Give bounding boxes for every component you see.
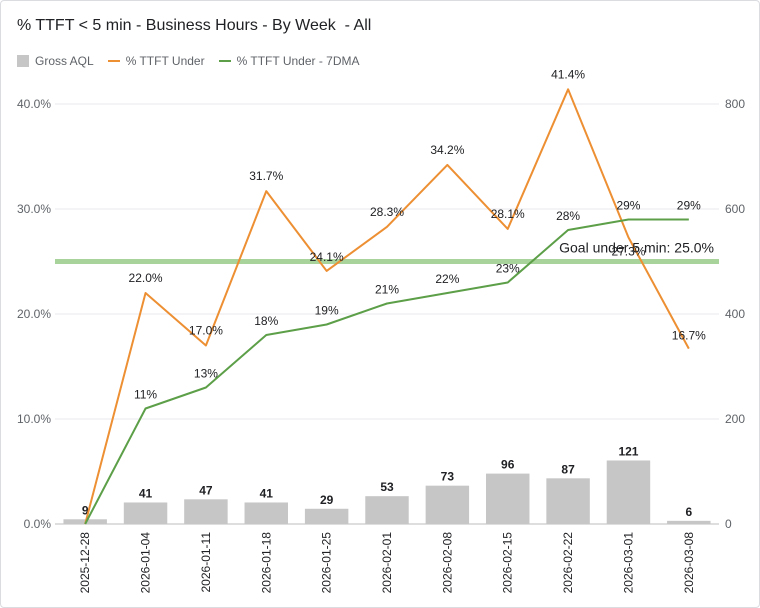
line-data-label-ttft-under: 22.0% [129,271,163,285]
right-axis-tick-label: 400 [725,307,745,321]
bar-data-label: 41 [139,486,153,500]
bar-data-label: 9 [82,503,89,517]
legend-label-ttft-7dma: % TTFT Under - 7DMA [236,54,360,68]
bar-gross-aql [123,502,168,524]
right-axis-tick-label: 600 [725,202,745,216]
x-axis-tick-label: 2026-01-11 [199,532,213,593]
legend-swatch-line1 [107,60,120,62]
line-data-label-ttft-under: 28.1% [491,207,525,221]
chart-title: % TTFT < 5 min - Business Hours - By Wee… [17,17,372,34]
line-data-label-ttft-under: 28.3% [370,205,404,219]
x-axis-tick-label: 2026-02-08 [440,532,454,594]
line-data-label-ttft-7dma: 21% [375,283,399,297]
bar-data-label: 6 [685,505,692,519]
bar-gross-aql [485,473,530,524]
line-data-label-ttft-under: 31.7% [249,169,283,183]
line-data-label-ttft-7dma: 22% [435,272,459,286]
bar-gross-aql [304,508,349,524]
bar-gross-aql [425,485,470,524]
legend-item-gross-aql[interactable]: Gross AQL [17,54,94,68]
line-data-label-ttft-under: 27.3% [611,244,645,258]
x-axis-tick-label: 2026-02-22 [561,532,575,594]
line-data-label-ttft-under: 16.7% [672,329,706,343]
bar-data-label: 53 [380,480,394,494]
x-axis-tick-label: 2025-12-28 [78,532,92,594]
bar-gross-aql [184,499,228,524]
bar-gross-aql [667,520,711,524]
line-data-label-ttft-7dma: 11% [134,388,157,402]
x-axis-tick-label: 2026-01-18 [259,532,273,594]
legend-swatch-bar [17,55,29,67]
bar-data-label: 29 [320,493,334,507]
left-axis-tick-label: 40.0% [17,97,51,111]
x-axis-tick-label: 2026-01-25 [320,532,334,594]
line-data-label-ttft-7dma: 28% [556,209,580,223]
x-axis-tick-label: 2026-01-04 [139,532,153,594]
line-data-label-ttft-7dma: 29% [616,199,640,213]
line-data-label-ttft-7dma: 23% [496,262,520,276]
legend-swatch-line2 [218,60,231,62]
bar-data-label: 73 [441,470,455,484]
line-data-label-ttft-7dma: 29% [677,199,701,213]
right-axis-tick-label: 800 [725,97,745,111]
line-data-label-ttft-7dma: 19% [315,304,339,318]
bar-data-label: 41 [260,486,274,500]
left-axis-tick-label: 20.0% [17,307,51,321]
legend: Gross AQL % TTFT Under % TTFT Under - 7D… [17,54,360,68]
line-data-label-ttft-7dma: 13% [194,367,218,381]
bar-data-label: 121 [618,444,638,458]
line-data-label-ttft-under: 24.1% [310,250,344,264]
line-data-label-ttft-under: 17.0% [189,324,223,338]
left-axis-tick-label: 0.0% [24,517,52,531]
line-data-label-ttft-under: 34.2% [430,143,464,157]
legend-item-ttft-under[interactable]: % TTFT Under [107,54,205,68]
right-axis-tick-label: 200 [725,412,745,426]
bar-data-label: 96 [501,458,515,472]
bar-data-label: 47 [199,483,213,497]
x-axis-tick-label: 2026-02-01 [380,532,394,594]
x-axis-tick-label: 2026-03-08 [682,532,696,594]
left-axis-tick-label: 10.0% [17,412,51,426]
right-axis-tick-label: 0 [725,517,732,531]
line-ttft-under [84,88,690,525]
legend-item-ttft-7dma[interactable]: % TTFT Under - 7DMA [218,54,360,68]
bar-gross-aql [244,502,289,524]
line-data-label-ttft-under: 41.4% [551,67,585,81]
goal-label: Goal under 5 min: 25.0% [559,240,714,256]
bar-gross-aql [546,478,590,524]
bar-data-label: 87 [561,462,575,476]
line-ttft-7dma [84,218,689,525]
x-axis-tick-label: 2026-02-15 [501,532,515,594]
bar-gross-aql [606,460,651,524]
legend-label-gross-aql: Gross AQL [35,54,94,68]
legend-label-ttft-under: % TTFT Under [125,54,205,68]
x-axis-tick-label: 2026-03-01 [621,532,635,594]
bar-gross-aql [365,496,409,524]
left-axis-tick-label: 30.0% [17,202,51,216]
line-data-label-ttft-7dma: 18% [254,314,278,328]
